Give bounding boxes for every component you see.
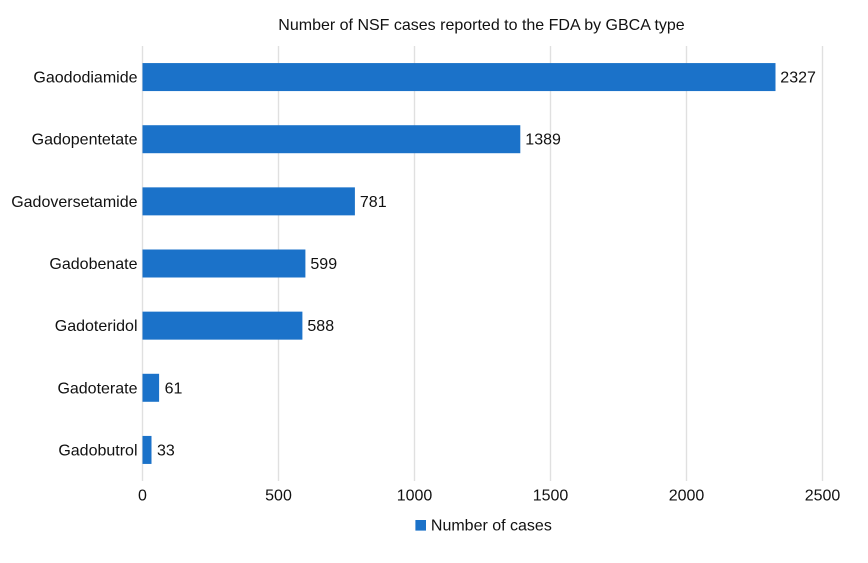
svg-text:500: 500 bbox=[265, 488, 292, 505]
svg-text:0: 0 bbox=[138, 488, 147, 505]
svg-text:Gadoterate: Gadoterate bbox=[57, 380, 137, 397]
svg-text:61: 61 bbox=[165, 380, 183, 397]
svg-text:1500: 1500 bbox=[533, 488, 569, 505]
svg-text:Gadobenate: Gadobenate bbox=[49, 256, 137, 273]
svg-text:Gadoversetamide: Gadoversetamide bbox=[11, 194, 137, 211]
svg-text:2327: 2327 bbox=[780, 70, 816, 87]
svg-text:781: 781 bbox=[360, 194, 387, 211]
svg-text:Gaododiamide: Gaododiamide bbox=[33, 70, 137, 87]
svg-text:1389: 1389 bbox=[525, 132, 561, 149]
svg-text:Gadoteridol: Gadoteridol bbox=[55, 318, 138, 335]
svg-text:Gadopentetate: Gadopentetate bbox=[32, 132, 138, 149]
svg-text:Number of cases: Number of cases bbox=[431, 518, 552, 535]
svg-text:2000: 2000 bbox=[669, 488, 705, 505]
svg-text:588: 588 bbox=[307, 318, 334, 335]
svg-text:33: 33 bbox=[157, 442, 175, 459]
svg-text:1000: 1000 bbox=[397, 488, 433, 505]
svg-text:Gadobutrol: Gadobutrol bbox=[58, 442, 137, 459]
svg-text:2500: 2500 bbox=[805, 488, 841, 505]
svg-text:Number of NSF cases reported t: Number of NSF cases reported to the FDA … bbox=[278, 17, 685, 34]
svg-text:599: 599 bbox=[310, 256, 337, 273]
